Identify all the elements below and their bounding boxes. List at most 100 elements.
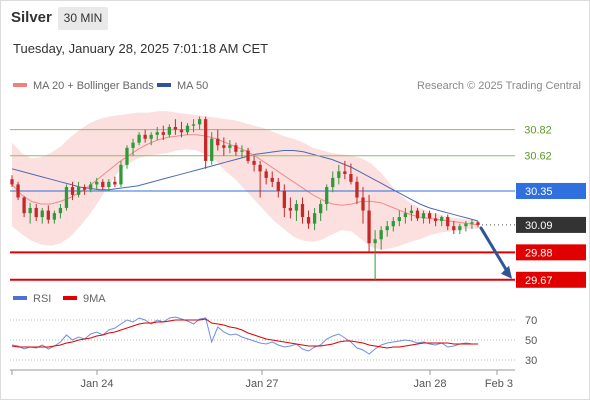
legend-ma50: MA 50 — [157, 80, 208, 92]
candle — [167, 124, 171, 138]
candle — [197, 116, 202, 130]
rsi-tick-label: 70 — [525, 315, 537, 327]
level-29-67: 29.67 — [10, 271, 586, 288]
candle-body — [397, 217, 401, 222]
candle — [306, 210, 311, 229]
candle-body — [46, 210, 50, 220]
candle — [107, 179, 111, 191]
candle — [415, 207, 420, 222]
candle-body — [476, 222, 480, 225]
instrument-title: Silver — [11, 9, 52, 26]
candle-body — [282, 190, 286, 208]
candle — [191, 119, 196, 133]
candle-body — [415, 210, 420, 219]
candle-body — [216, 138, 220, 146]
candle-body — [173, 126, 178, 130]
candle-body — [294, 204, 299, 211]
candle — [185, 123, 190, 135]
candle-body — [161, 132, 165, 135]
ma20-legend-label: MA 20 + Bollinger Bands — [33, 80, 154, 92]
candle — [34, 204, 38, 222]
candle — [222, 137, 226, 156]
candle-body — [331, 177, 335, 188]
rsi-ma-legend-label: 9MA — [83, 293, 106, 305]
candle — [476, 221, 480, 228]
candle — [270, 171, 274, 188]
candle — [10, 175, 14, 188]
candle — [28, 202, 32, 224]
candle — [40, 207, 44, 224]
candle — [101, 179, 105, 190]
candle — [452, 221, 456, 235]
candle-body — [52, 213, 57, 220]
candle-body — [89, 184, 93, 190]
candle-body — [306, 217, 311, 224]
candle — [125, 145, 129, 169]
candle — [155, 126, 159, 141]
candle — [52, 210, 57, 224]
candle — [409, 205, 414, 222]
rsi-tick-label: 30 — [525, 355, 537, 367]
candle — [234, 142, 238, 156]
candle — [331, 171, 335, 193]
candle — [343, 160, 347, 180]
candle-body — [373, 239, 377, 244]
candle — [204, 116, 208, 169]
candle — [337, 164, 341, 185]
candle — [288, 197, 293, 219]
x-tick-label: Jan 27 — [245, 378, 278, 390]
candle — [373, 230, 377, 282]
candle — [421, 210, 426, 224]
candle — [282, 184, 286, 218]
candle-body — [64, 187, 69, 208]
level-label: 30.82 — [524, 125, 552, 137]
candle-body — [270, 177, 274, 182]
candle — [355, 176, 359, 205]
rsi-tick-label: 50 — [525, 335, 537, 347]
candle-body — [197, 119, 202, 125]
candle-body — [125, 147, 129, 165]
candle — [228, 140, 232, 154]
candle — [246, 147, 250, 164]
candle-body — [70, 187, 75, 195]
timeframe-button[interactable]: 30 MIN — [58, 7, 108, 30]
candle — [440, 215, 444, 227]
candle-body — [470, 222, 474, 224]
candle-body — [385, 226, 389, 231]
candle-body — [191, 124, 196, 126]
candle-body — [276, 181, 280, 191]
x-tick-label: Jan 28 — [413, 378, 446, 390]
forecast-arrow-shaft — [479, 226, 510, 275]
candle — [46, 205, 50, 224]
candle-body — [246, 150, 250, 161]
candle-body — [76, 187, 81, 195]
candle-body — [403, 213, 408, 218]
candle — [131, 138, 135, 156]
level-label: 30.35 — [525, 186, 553, 198]
candle-body — [234, 145, 238, 152]
forecast-arrow-head — [501, 265, 512, 279]
candle-body — [300, 204, 305, 218]
candle-body — [58, 207, 63, 214]
ma50-legend-label: MA 50 — [177, 80, 209, 92]
candle-body — [101, 181, 105, 188]
candle — [137, 132, 141, 146]
candle — [433, 213, 438, 227]
candle-body — [119, 164, 123, 185]
candle — [113, 176, 117, 188]
candle — [16, 181, 20, 201]
candle-body — [82, 187, 87, 190]
forecast-arrow — [479, 226, 512, 279]
candle-body — [458, 226, 462, 231]
candle — [361, 187, 365, 224]
candle — [95, 177, 99, 190]
candle — [325, 184, 329, 211]
candle — [64, 184, 69, 211]
rsi-legend-label: RSI — [33, 293, 52, 305]
candle — [403, 207, 408, 224]
candle-body — [337, 171, 341, 178]
candle-body — [440, 217, 444, 222]
candle-body — [452, 226, 456, 231]
candle-body — [312, 213, 317, 224]
